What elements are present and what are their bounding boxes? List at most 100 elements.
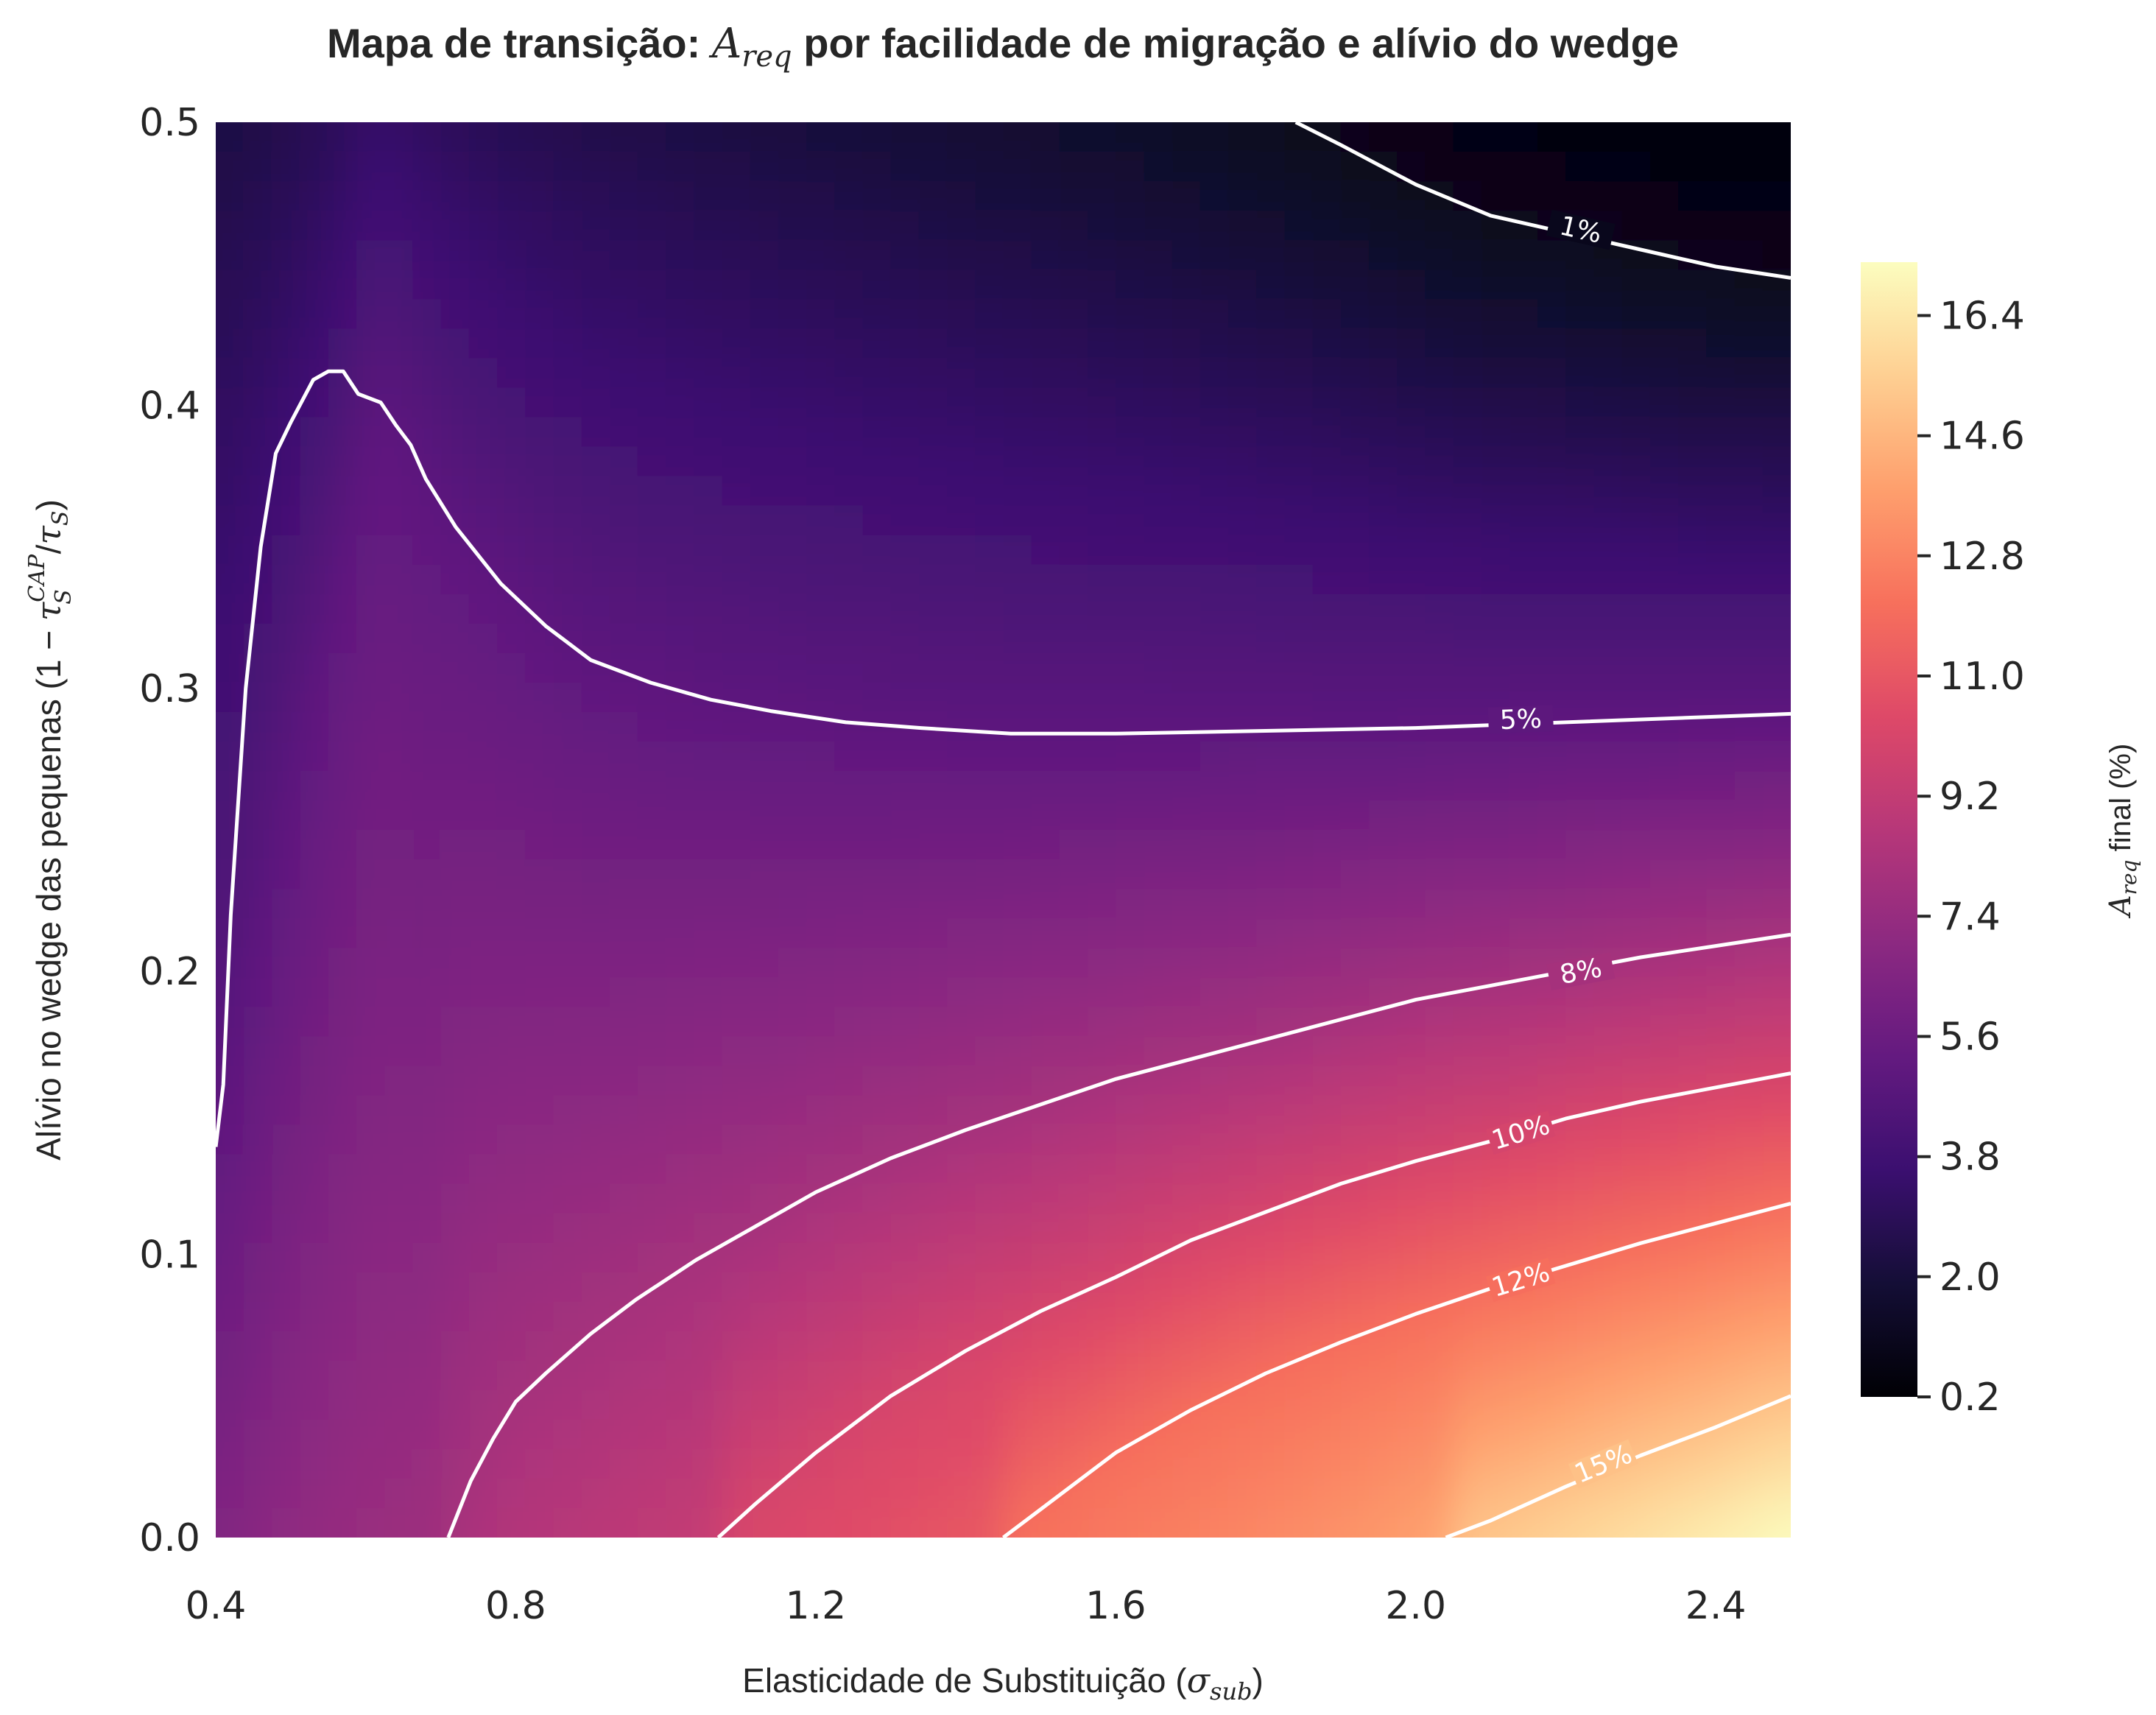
heatmap-cell xyxy=(1678,770,1708,801)
heatmap-cell xyxy=(525,800,554,831)
heatmap-cell xyxy=(1762,889,1791,920)
heatmap-cell xyxy=(1369,358,1398,389)
x-tick-label: 1.6 xyxy=(1085,1584,1146,1628)
heatmap-cell xyxy=(468,122,498,123)
heatmap-cell xyxy=(1621,1154,1651,1185)
heatmap-cell xyxy=(1819,594,1847,624)
heatmap-cell xyxy=(806,1007,836,1038)
heatmap-cell xyxy=(1791,889,1819,919)
heatmap-cell xyxy=(1791,152,1819,182)
heatmap-cell xyxy=(1481,1036,1510,1067)
heatmap-cell xyxy=(1509,358,1539,389)
heatmap-cell xyxy=(300,1448,329,1479)
heatmap-cell xyxy=(1650,181,1680,212)
heatmap-cell xyxy=(694,1419,723,1450)
heatmap-cell xyxy=(1481,535,1510,566)
heatmap-cell xyxy=(1453,770,1482,801)
heatmap-cell xyxy=(778,328,808,359)
heatmap-cell xyxy=(468,1331,498,1362)
heatmap-cell xyxy=(834,1360,864,1391)
heatmap-cell xyxy=(638,1538,666,1568)
heatmap-cell xyxy=(412,1154,442,1185)
heatmap-cell xyxy=(750,623,779,654)
heatmap-cell xyxy=(1059,1095,1089,1126)
heatmap-cell xyxy=(1481,770,1510,801)
heatmap-cell xyxy=(1453,1331,1482,1362)
heatmap-cell xyxy=(1256,240,1286,271)
heatmap-cell xyxy=(1340,711,1370,742)
heatmap-cell xyxy=(272,948,301,979)
heatmap-cell xyxy=(553,1124,582,1155)
heatmap-cell xyxy=(1650,299,1680,330)
heatmap-cell xyxy=(1706,889,1736,920)
heatmap-cell xyxy=(918,1183,948,1214)
heatmap-cell xyxy=(1791,653,1819,683)
heatmap-cell xyxy=(1565,830,1595,860)
heatmap-cell xyxy=(610,1538,638,1568)
heatmap-cell xyxy=(1734,299,1764,330)
heatmap-cell xyxy=(1678,387,1708,418)
heatmap-cell xyxy=(862,859,892,890)
heatmap-cell xyxy=(1003,535,1032,566)
heatmap-cell xyxy=(637,1301,667,1332)
heatmap-cell xyxy=(1256,328,1286,359)
heatmap-cell xyxy=(1284,770,1314,801)
heatmap-cell xyxy=(328,1360,357,1391)
heatmap-cell xyxy=(440,328,470,359)
heatmap-cell xyxy=(160,476,189,507)
heatmap-cell xyxy=(947,1242,976,1273)
heatmap-cell xyxy=(1144,1331,1173,1362)
heatmap-cell xyxy=(1060,63,1088,94)
heatmap-cell xyxy=(1453,1390,1482,1420)
heatmap-cell xyxy=(1734,1331,1764,1362)
heatmap-cell xyxy=(1397,211,1426,242)
heatmap-cell xyxy=(750,1301,779,1332)
heatmap-cell xyxy=(300,328,329,359)
heatmap-cell xyxy=(1650,859,1680,890)
heatmap-cell xyxy=(328,181,357,212)
heatmap-cell xyxy=(497,181,526,212)
heatmap-cell xyxy=(1172,1066,1201,1096)
heatmap-cell xyxy=(1481,417,1510,448)
heatmap-cell xyxy=(356,1419,386,1450)
heatmap-cell xyxy=(1650,358,1680,389)
heatmap-cell xyxy=(1397,1538,1426,1568)
heatmap-cell xyxy=(412,1448,442,1479)
heatmap-cell xyxy=(609,1007,638,1038)
heatmap-cell xyxy=(1397,594,1426,624)
heatmap-cell xyxy=(272,1538,300,1568)
heatmap-cell xyxy=(468,476,498,507)
heatmap-cell xyxy=(1284,122,1314,152)
heatmap-cell xyxy=(1621,328,1651,359)
heatmap-cell xyxy=(1481,1331,1510,1362)
heatmap-cell xyxy=(244,859,273,890)
heatmap-cell xyxy=(637,918,667,949)
heatmap-cell xyxy=(468,859,498,890)
heatmap-cell xyxy=(1284,741,1314,772)
heatmap-cell xyxy=(778,1036,808,1067)
heatmap-cell xyxy=(1369,623,1398,654)
heatmap-cell xyxy=(1031,1390,1060,1420)
heatmap-cell xyxy=(975,358,1004,389)
heatmap-cell xyxy=(328,770,357,801)
heatmap-cell xyxy=(637,800,667,831)
heatmap-cell xyxy=(1791,387,1819,418)
heatmap-cell xyxy=(1031,889,1060,920)
heatmap-cell xyxy=(1340,387,1370,418)
heatmap-cell xyxy=(1453,299,1482,330)
heatmap-cell xyxy=(1312,152,1342,182)
heatmap-cell xyxy=(806,1390,836,1420)
heatmap-cell xyxy=(1031,1360,1060,1391)
heatmap-cell xyxy=(1144,1213,1173,1244)
heatmap-cell xyxy=(862,122,892,123)
heatmap-cell xyxy=(412,1007,442,1038)
heatmap-cell xyxy=(1031,1124,1060,1155)
heatmap-cell xyxy=(1116,387,1145,418)
heatmap-cell xyxy=(440,181,470,212)
heatmap-cell xyxy=(666,240,695,271)
heatmap-cell xyxy=(890,652,920,683)
heatmap-cell xyxy=(272,1124,301,1155)
heatmap-cell xyxy=(160,1302,189,1332)
heatmap-cell xyxy=(1453,505,1482,536)
heatmap-cell xyxy=(1340,564,1370,595)
